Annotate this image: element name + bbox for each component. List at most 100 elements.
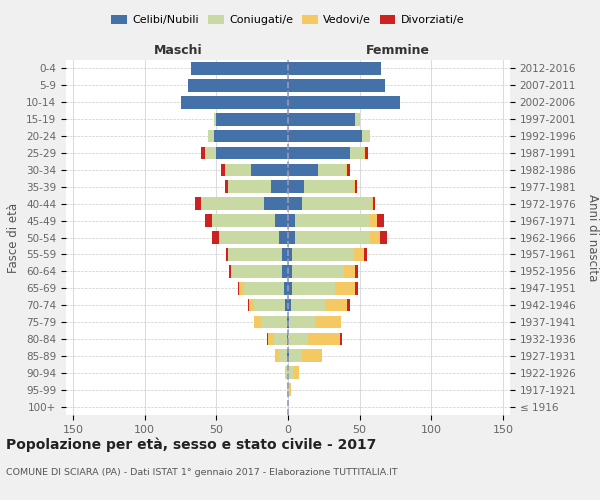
Bar: [288, 164, 345, 176]
Bar: [263, 198, 288, 210]
Bar: [208, 130, 288, 142]
Bar: [288, 146, 364, 160]
Bar: [288, 180, 354, 193]
Bar: [288, 96, 400, 108]
Bar: [288, 350, 322, 362]
Bar: [288, 265, 355, 278]
Bar: [288, 332, 308, 345]
Bar: [288, 198, 376, 210]
Bar: [288, 299, 350, 312]
Bar: [288, 113, 355, 126]
Bar: [239, 282, 288, 294]
Bar: [254, 316, 288, 328]
Bar: [200, 198, 288, 210]
Bar: [288, 231, 370, 244]
Bar: [287, 384, 288, 396]
Bar: [191, 62, 288, 75]
Bar: [288, 366, 294, 379]
Bar: [288, 96, 400, 108]
Bar: [228, 180, 288, 193]
Bar: [188, 79, 288, 92]
Bar: [288, 214, 384, 227]
Bar: [195, 198, 288, 210]
Bar: [228, 248, 288, 260]
Bar: [288, 130, 370, 142]
Bar: [288, 248, 367, 260]
Bar: [225, 180, 288, 193]
Bar: [200, 198, 288, 210]
Bar: [285, 366, 288, 379]
Bar: [287, 384, 288, 396]
Bar: [288, 214, 295, 227]
Bar: [191, 62, 288, 75]
Bar: [254, 316, 288, 328]
Bar: [288, 146, 350, 160]
Bar: [288, 180, 357, 193]
Bar: [288, 332, 343, 345]
Bar: [288, 350, 302, 362]
Bar: [275, 350, 288, 362]
Text: Maschi: Maschi: [154, 44, 202, 57]
Bar: [244, 282, 288, 294]
Bar: [214, 113, 288, 126]
Bar: [288, 248, 364, 260]
Bar: [288, 198, 302, 210]
Text: Popolazione per età, sesso e stato civile - 2017: Popolazione per età, sesso e stato civil…: [6, 438, 376, 452]
Y-axis label: Anni di nascita: Anni di nascita: [586, 194, 599, 281]
Bar: [225, 164, 288, 176]
Bar: [212, 214, 288, 227]
Bar: [285, 366, 288, 379]
Bar: [188, 79, 288, 92]
Bar: [288, 198, 373, 210]
Bar: [288, 332, 340, 345]
Bar: [288, 316, 289, 328]
Bar: [231, 265, 288, 278]
Bar: [288, 316, 341, 328]
Bar: [288, 384, 289, 396]
Bar: [248, 299, 288, 312]
Bar: [238, 282, 288, 294]
Bar: [280, 350, 288, 362]
Bar: [288, 96, 400, 108]
Bar: [288, 248, 354, 260]
Bar: [214, 113, 288, 126]
Bar: [288, 299, 291, 312]
Bar: [191, 62, 288, 75]
Bar: [288, 62, 381, 75]
Bar: [217, 146, 288, 160]
Bar: [288, 62, 381, 75]
Bar: [288, 130, 362, 142]
Bar: [288, 79, 385, 92]
Bar: [181, 96, 288, 108]
Bar: [287, 384, 288, 396]
Bar: [288, 231, 295, 244]
Bar: [208, 130, 288, 142]
Bar: [288, 384, 291, 396]
Bar: [288, 282, 355, 294]
Y-axis label: Fasce di età: Fasce di età: [7, 202, 20, 272]
Bar: [288, 198, 371, 210]
Bar: [254, 299, 288, 312]
Bar: [275, 350, 288, 362]
Bar: [200, 146, 288, 160]
Bar: [287, 316, 288, 328]
Bar: [288, 79, 385, 92]
Bar: [275, 214, 288, 227]
Bar: [268, 332, 288, 345]
Bar: [181, 96, 288, 108]
Bar: [288, 62, 381, 75]
Bar: [221, 164, 288, 176]
Bar: [225, 164, 288, 176]
Bar: [288, 96, 400, 108]
Bar: [288, 180, 355, 193]
Bar: [288, 265, 358, 278]
Bar: [266, 332, 288, 345]
Bar: [288, 130, 370, 142]
Bar: [232, 265, 288, 278]
Bar: [288, 113, 359, 126]
Bar: [205, 146, 288, 160]
Bar: [288, 214, 377, 227]
Bar: [274, 332, 288, 345]
Bar: [288, 164, 318, 176]
Bar: [288, 366, 299, 379]
